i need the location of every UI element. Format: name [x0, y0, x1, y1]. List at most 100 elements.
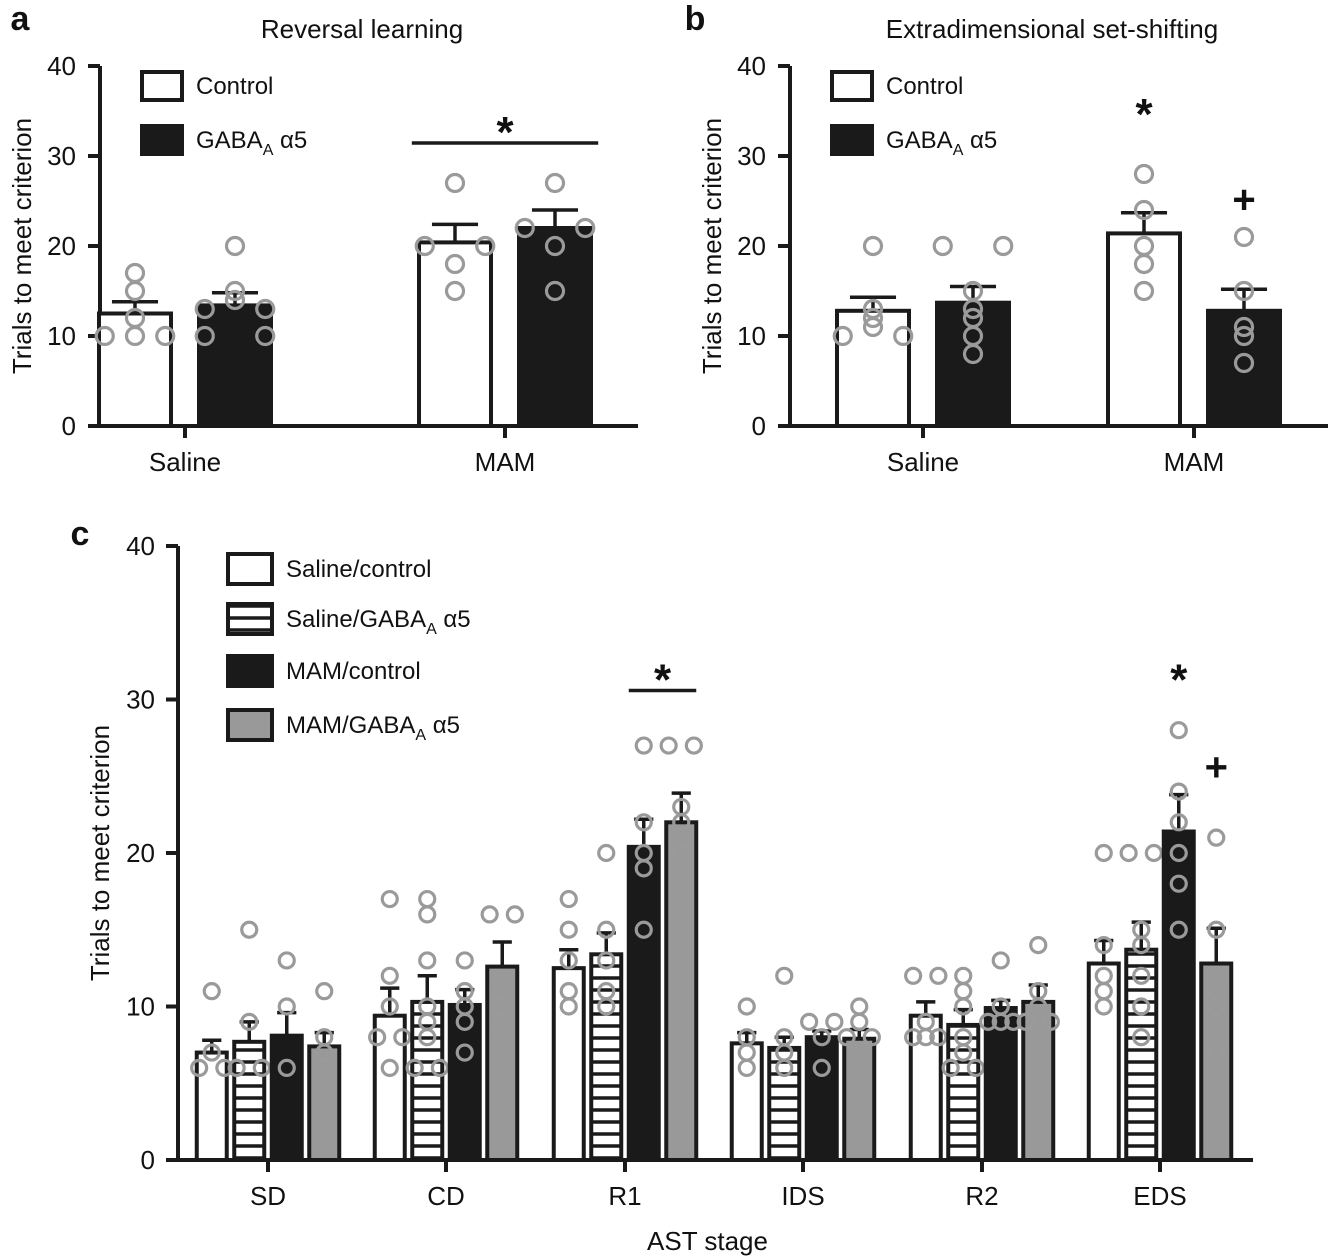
bar: [664, 820, 699, 1162]
bar: [589, 952, 624, 1162]
y-tick-label: 10: [47, 321, 76, 351]
data-point: [1207, 920, 1226, 939]
data-point: [1132, 935, 1151, 955]
legend-swatch: [830, 70, 874, 102]
bar-group: [307, 982, 342, 1163]
bar-group: [227, 920, 271, 1163]
legend-label: MAM/GABAA α5: [286, 712, 460, 744]
bar-group: [832, 235, 914, 428]
legend-swatch: [226, 552, 274, 586]
data-point: [505, 905, 524, 924]
data-point: [575, 217, 596, 239]
data-point: [1094, 843, 1113, 863]
data-point: [455, 951, 474, 970]
data-point: [775, 966, 794, 985]
data-point: [672, 843, 691, 863]
bar-group: [1016, 935, 1060, 1163]
data-point: [634, 859, 653, 878]
y-tick-label: 40: [126, 531, 155, 561]
data-point: [812, 1028, 831, 1047]
data-point: [514, 217, 535, 239]
data-point: [1041, 1012, 1060, 1031]
bar: [1021, 999, 1056, 1163]
data-point: [224, 235, 246, 257]
bar-group: [1161, 721, 1196, 1162]
bar: [729, 1041, 764, 1162]
data-point: [1016, 1012, 1035, 1031]
bar-group: [589, 843, 624, 1162]
panel-b: b Extradimensional set-shifting 0 10 20 30 40 T…: [685, 0, 1328, 477]
data-point: [904, 966, 923, 985]
panel-letter: a: [11, 0, 31, 38]
x-tick-label: CD: [427, 1181, 465, 1211]
bar: [935, 300, 1011, 429]
bar: [372, 1013, 407, 1163]
data-point: [1233, 226, 1255, 248]
legend-label: GABAA α5: [196, 127, 307, 159]
data-point: [929, 1028, 948, 1047]
bar-group: [514, 172, 596, 428]
legend-entry: MAM/GABAA α5: [226, 708, 460, 744]
data-point: [954, 966, 973, 985]
legend-swatch: [140, 124, 184, 156]
data-point: [737, 997, 756, 1016]
data-point: [1207, 1043, 1226, 1062]
data-point: [380, 966, 399, 985]
data-point: [277, 951, 296, 970]
panel-letter: c: [71, 515, 90, 553]
bar: [1161, 829, 1196, 1162]
legend-entry: GABAA α5: [830, 124, 997, 159]
data-point: [255, 325, 276, 347]
y-tick-label: 40: [47, 51, 76, 81]
legend-swatch: [140, 70, 184, 102]
data-point: [1132, 1028, 1151, 1047]
bar: [804, 1035, 839, 1162]
y-tick-label: 30: [737, 141, 766, 171]
data-point: [315, 982, 334, 1001]
bar-group: [1086, 843, 1121, 1163]
bar: [1206, 308, 1282, 428]
data-point: [124, 280, 146, 302]
data-point: [190, 1058, 209, 1078]
data-point: [418, 1028, 437, 1047]
bar: [946, 1022, 981, 1163]
y-tick-label: 10: [737, 321, 766, 351]
bar: [447, 1002, 482, 1163]
data-point: [850, 1012, 869, 1031]
legend-label: Control: [196, 73, 273, 100]
data-point: [929, 966, 948, 985]
chart-title: Extradimensional set-shifting: [886, 14, 1218, 44]
panel-a: a Reversal learning 0 10 20 30 40 Trials to mee…: [7, 0, 638, 477]
legend-entry: GABAA α5: [140, 124, 307, 159]
bar-group: [414, 172, 496, 428]
data-point: [240, 920, 259, 939]
bar: [1199, 961, 1234, 1163]
bar: [1086, 961, 1121, 1163]
data-point: [405, 1058, 424, 1078]
legend-entry: Control: [830, 70, 963, 102]
data-point: [444, 253, 466, 275]
y-axis-label: Trials to meet criterion: [7, 118, 37, 374]
data-point: [124, 262, 146, 284]
bar: [626, 844, 661, 1162]
data-point: [1233, 325, 1255, 347]
bar: [983, 1006, 1018, 1162]
bar: [197, 303, 273, 428]
data-point: [227, 1058, 246, 1078]
bar-group: [447, 951, 482, 1163]
data-point: [544, 280, 566, 302]
legend-label: Saline/GABAA α5: [286, 606, 471, 638]
data-point: [1169, 874, 1188, 893]
bar-group: [729, 997, 764, 1162]
data-point: [1029, 997, 1048, 1016]
data-point: [124, 325, 146, 347]
data-point: [1169, 843, 1188, 863]
data-point: [252, 1058, 271, 1078]
data-point: [954, 1043, 973, 1062]
data-point: [634, 736, 653, 755]
x-tick-label: R1: [608, 1181, 641, 1211]
y-tick-label: 0: [141, 1145, 155, 1175]
bar-group: [1199, 828, 1234, 1163]
bar-group: [904, 966, 948, 1163]
data-point: [954, 997, 973, 1016]
